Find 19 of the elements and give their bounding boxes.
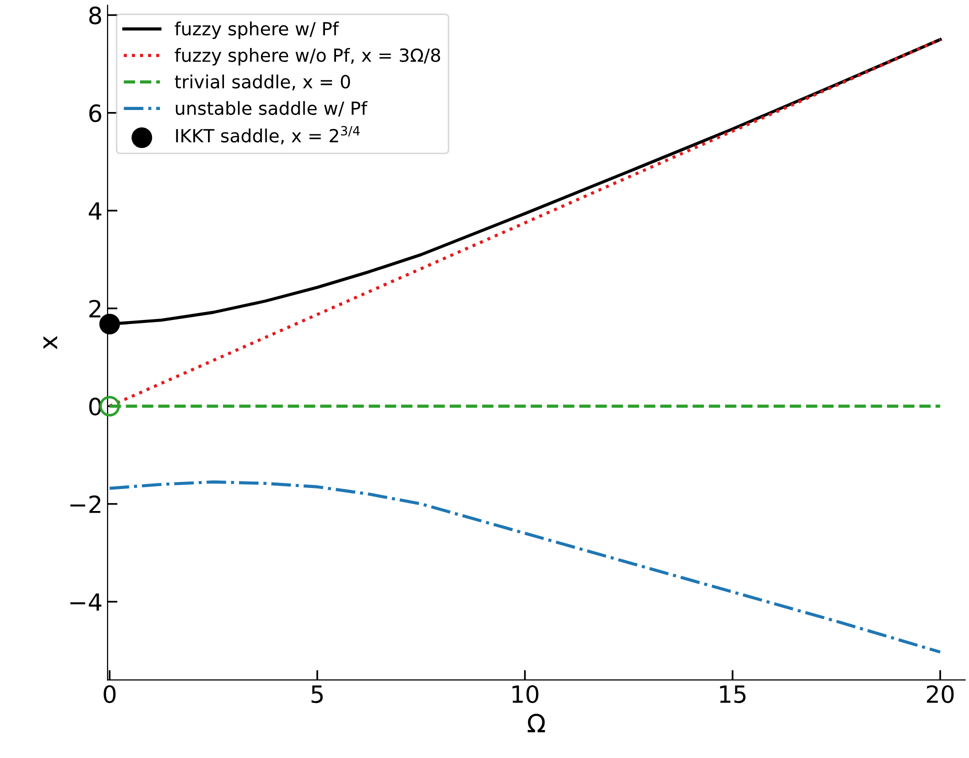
- y-tick-label: −2: [70, 495, 100, 513]
- x-tick-label: 10: [512, 685, 538, 704]
- x-tick-label: 0: [104, 685, 116, 704]
- x-tick-label: 15: [720, 686, 746, 704]
- x-tick-label: 20: [926, 685, 954, 704]
- legend-label: trivial saddle, x = 0: [174, 74, 350, 90]
- y-axis-title: x: [43, 336, 58, 350]
- x-tick-label: 5: [312, 686, 323, 704]
- y-tick-label: 6: [89, 104, 102, 122]
- line-series: [108, 480, 942, 654]
- legend-label: unstable saddle w/ Pf: [176, 101, 368, 116]
- legend-label: fuzzy sphere w/o Pf, x = 3Ω/8: [174, 48, 440, 66]
- legend-label: fuzzy sphere w/ Pf: [174, 22, 340, 40]
- y-tick-label: 8: [89, 6, 102, 24]
- x-axis-title: Ω: [528, 714, 545, 732]
- y-tick-label: 2: [89, 300, 100, 318]
- legend-label: IKKT saddle, x = 2$^{3/4}$: [176, 126, 360, 144]
- y-tick-label: −4: [70, 593, 102, 611]
- y-tick-label: 4: [88, 202, 102, 220]
